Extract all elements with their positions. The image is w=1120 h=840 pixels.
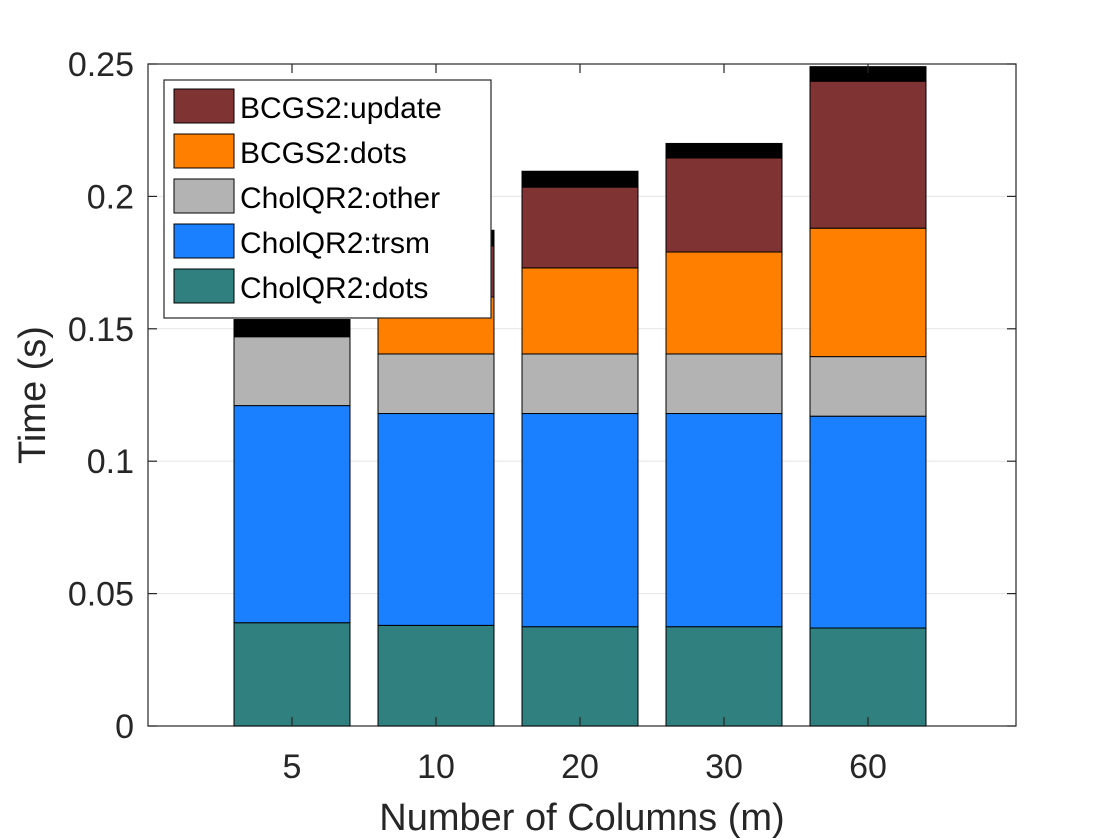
bar-segment-cholqr2-other: [521, 353, 639, 415]
bar-segment-other: [233, 319, 351, 338]
y-tick-label: 0.1: [87, 443, 134, 481]
x-tick-label: 5: [283, 748, 302, 786]
legend-swatch: [173, 223, 235, 259]
legend-label: CholQR2:other: [240, 182, 440, 215]
bar-segment-cholqr2-other: [665, 353, 783, 415]
x-tick-label: 60: [849, 748, 887, 786]
axis-ticks: 0 0.05 0.1 0.15 0.2 0.25 5 10 20 30 60: [68, 46, 1016, 786]
bar-segment-bcgs2-update: [809, 80, 927, 229]
bar-segment-other: [665, 142, 783, 159]
bar-segment-cholqr2-trsm: [665, 413, 783, 628]
legend-label: BCGS2:dots: [240, 137, 407, 170]
x-tick-label: 30: [705, 748, 743, 786]
x-axis-label: Number of Columns (m): [379, 797, 784, 839]
bar-segment-bcgs2-dots: [521, 267, 639, 355]
legend-label: CholQR2:trsm: [240, 227, 430, 260]
legend-swatch: [173, 133, 235, 169]
bar-segment-bcgs2-update: [521, 186, 639, 269]
legend-swatch: [173, 88, 235, 124]
y-axis-label: Time (s): [12, 326, 54, 464]
bar-segment-cholqr2-trsm: [233, 405, 351, 624]
legend-swatch: [173, 178, 235, 214]
legend: BCGS2:update BCGS2:dots CholQR2:other CholQ…: [163, 79, 492, 319]
bar-segment-cholqr2-trsm: [809, 415, 927, 629]
y-tick-label: 0.05: [68, 576, 134, 614]
bar-segment-cholqr2-other: [233, 336, 351, 407]
y-tick-label: 0: [115, 708, 134, 746]
bar-segment-cholqr2-trsm: [521, 413, 639, 628]
bar-segment-cholqr2-dots: [665, 626, 783, 727]
bar-segment-cholqr2-dots: [233, 622, 351, 727]
legend-label: BCGS2:update: [240, 92, 442, 125]
bar-segment-bcgs2-dots: [809, 227, 927, 358]
bar-segment-cholqr2-other: [809, 356, 927, 417]
bar-segment-other: [521, 170, 639, 188]
y-tick-label: 0.25: [68, 46, 134, 84]
bar-segment-cholqr2-other: [377, 353, 495, 415]
legend-swatch: [173, 268, 235, 304]
bar-segment-cholqr2-trsm: [377, 413, 495, 626]
bar-segment-cholqr2-dots: [377, 624, 495, 727]
bar-segment-cholqr2-dots: [809, 627, 927, 727]
y-tick-label: 0.2: [87, 178, 134, 216]
legend-label: CholQR2:dots: [240, 272, 428, 305]
x-tick-label: 10: [417, 748, 455, 786]
x-tick-label: 20: [561, 748, 599, 786]
bar-segment-cholqr2-dots: [521, 626, 639, 727]
bar-segment-bcgs2-update: [665, 157, 783, 253]
bar-segment-bcgs2-dots: [665, 251, 783, 355]
y-tick-label: 0.15: [68, 311, 134, 349]
